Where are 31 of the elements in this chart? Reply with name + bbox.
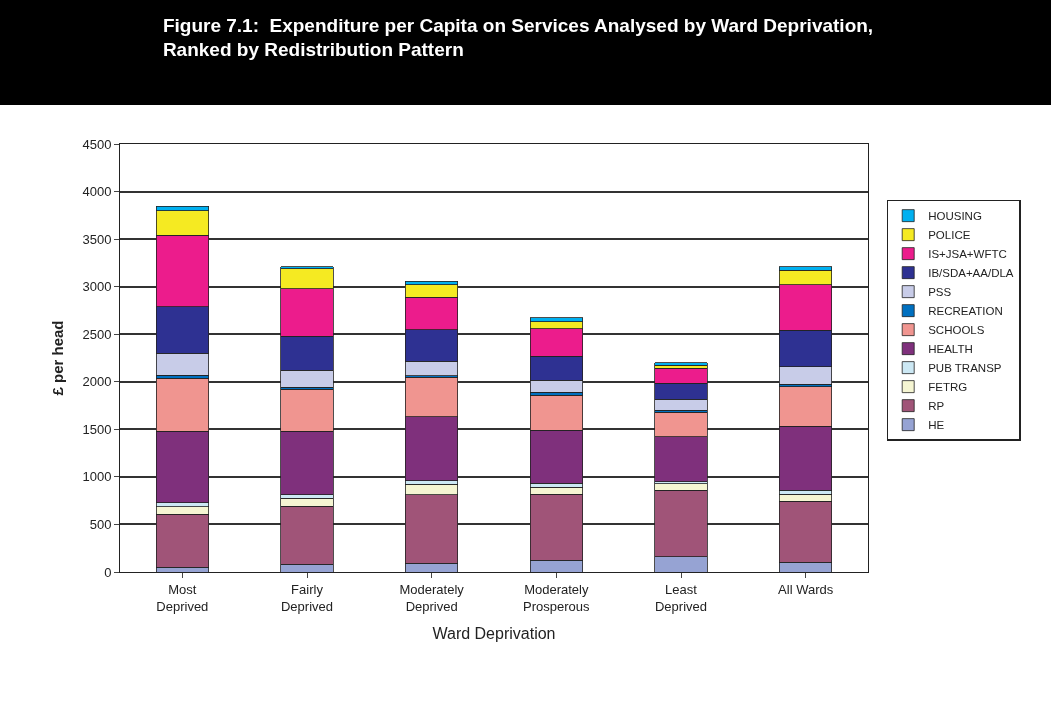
- y-tick-label: 500: [89, 516, 112, 532]
- legend-label: RP: [928, 400, 945, 413]
- legend-label: HOUSING: [928, 210, 982, 223]
- legend-label: IS+JSA+WFTC: [928, 248, 1007, 261]
- x-tick-label: Most Deprived: [156, 581, 209, 614]
- y-tick-label: 3000: [82, 279, 112, 295]
- x-tick-label: Fairly Deprived: [280, 581, 334, 614]
- legend-label: FETRG: [928, 381, 968, 394]
- legend-label: IB/SDA+AA/DLA: [928, 267, 1014, 280]
- y-tick-label: 4500: [82, 136, 112, 152]
- legend-label: SCHOOLS: [928, 324, 985, 337]
- legend-label: HEALTH: [928, 343, 973, 356]
- y-tick-label: 0: [104, 564, 112, 580]
- x-tick-label: Moderately Deprived: [399, 581, 465, 614]
- legend-label: RECREATION: [928, 305, 1003, 318]
- y-axis-title: £ per head: [48, 320, 66, 396]
- legend-label: HE: [928, 419, 945, 432]
- legend-label: POLICE: [928, 229, 971, 242]
- x-tick-label: All Wards: [778, 581, 834, 597]
- y-tick-label: 1500: [82, 421, 112, 437]
- y-tick-label: 3500: [82, 231, 112, 247]
- x-tick-label: Moderately Prosperous: [523, 581, 591, 614]
- y-tick-label: 2500: [82, 326, 112, 342]
- legend-label: PUB TRANSP: [928, 362, 1002, 375]
- x-axis-title: Ward Deprivation: [432, 625, 556, 643]
- y-tick-label: 4000: [82, 184, 112, 200]
- y-tick-label: 1000: [82, 469, 112, 485]
- legend-label: PSS: [928, 286, 952, 299]
- chart-title: Figure 7.1: Expenditure per Capita on Services Analysed by Ward Deprivation, Ranked by Redistribution Pattern: [162, 14, 874, 61]
- x-tick-label: Least Deprived: [654, 581, 708, 614]
- y-tick-label: 2000: [82, 374, 112, 390]
